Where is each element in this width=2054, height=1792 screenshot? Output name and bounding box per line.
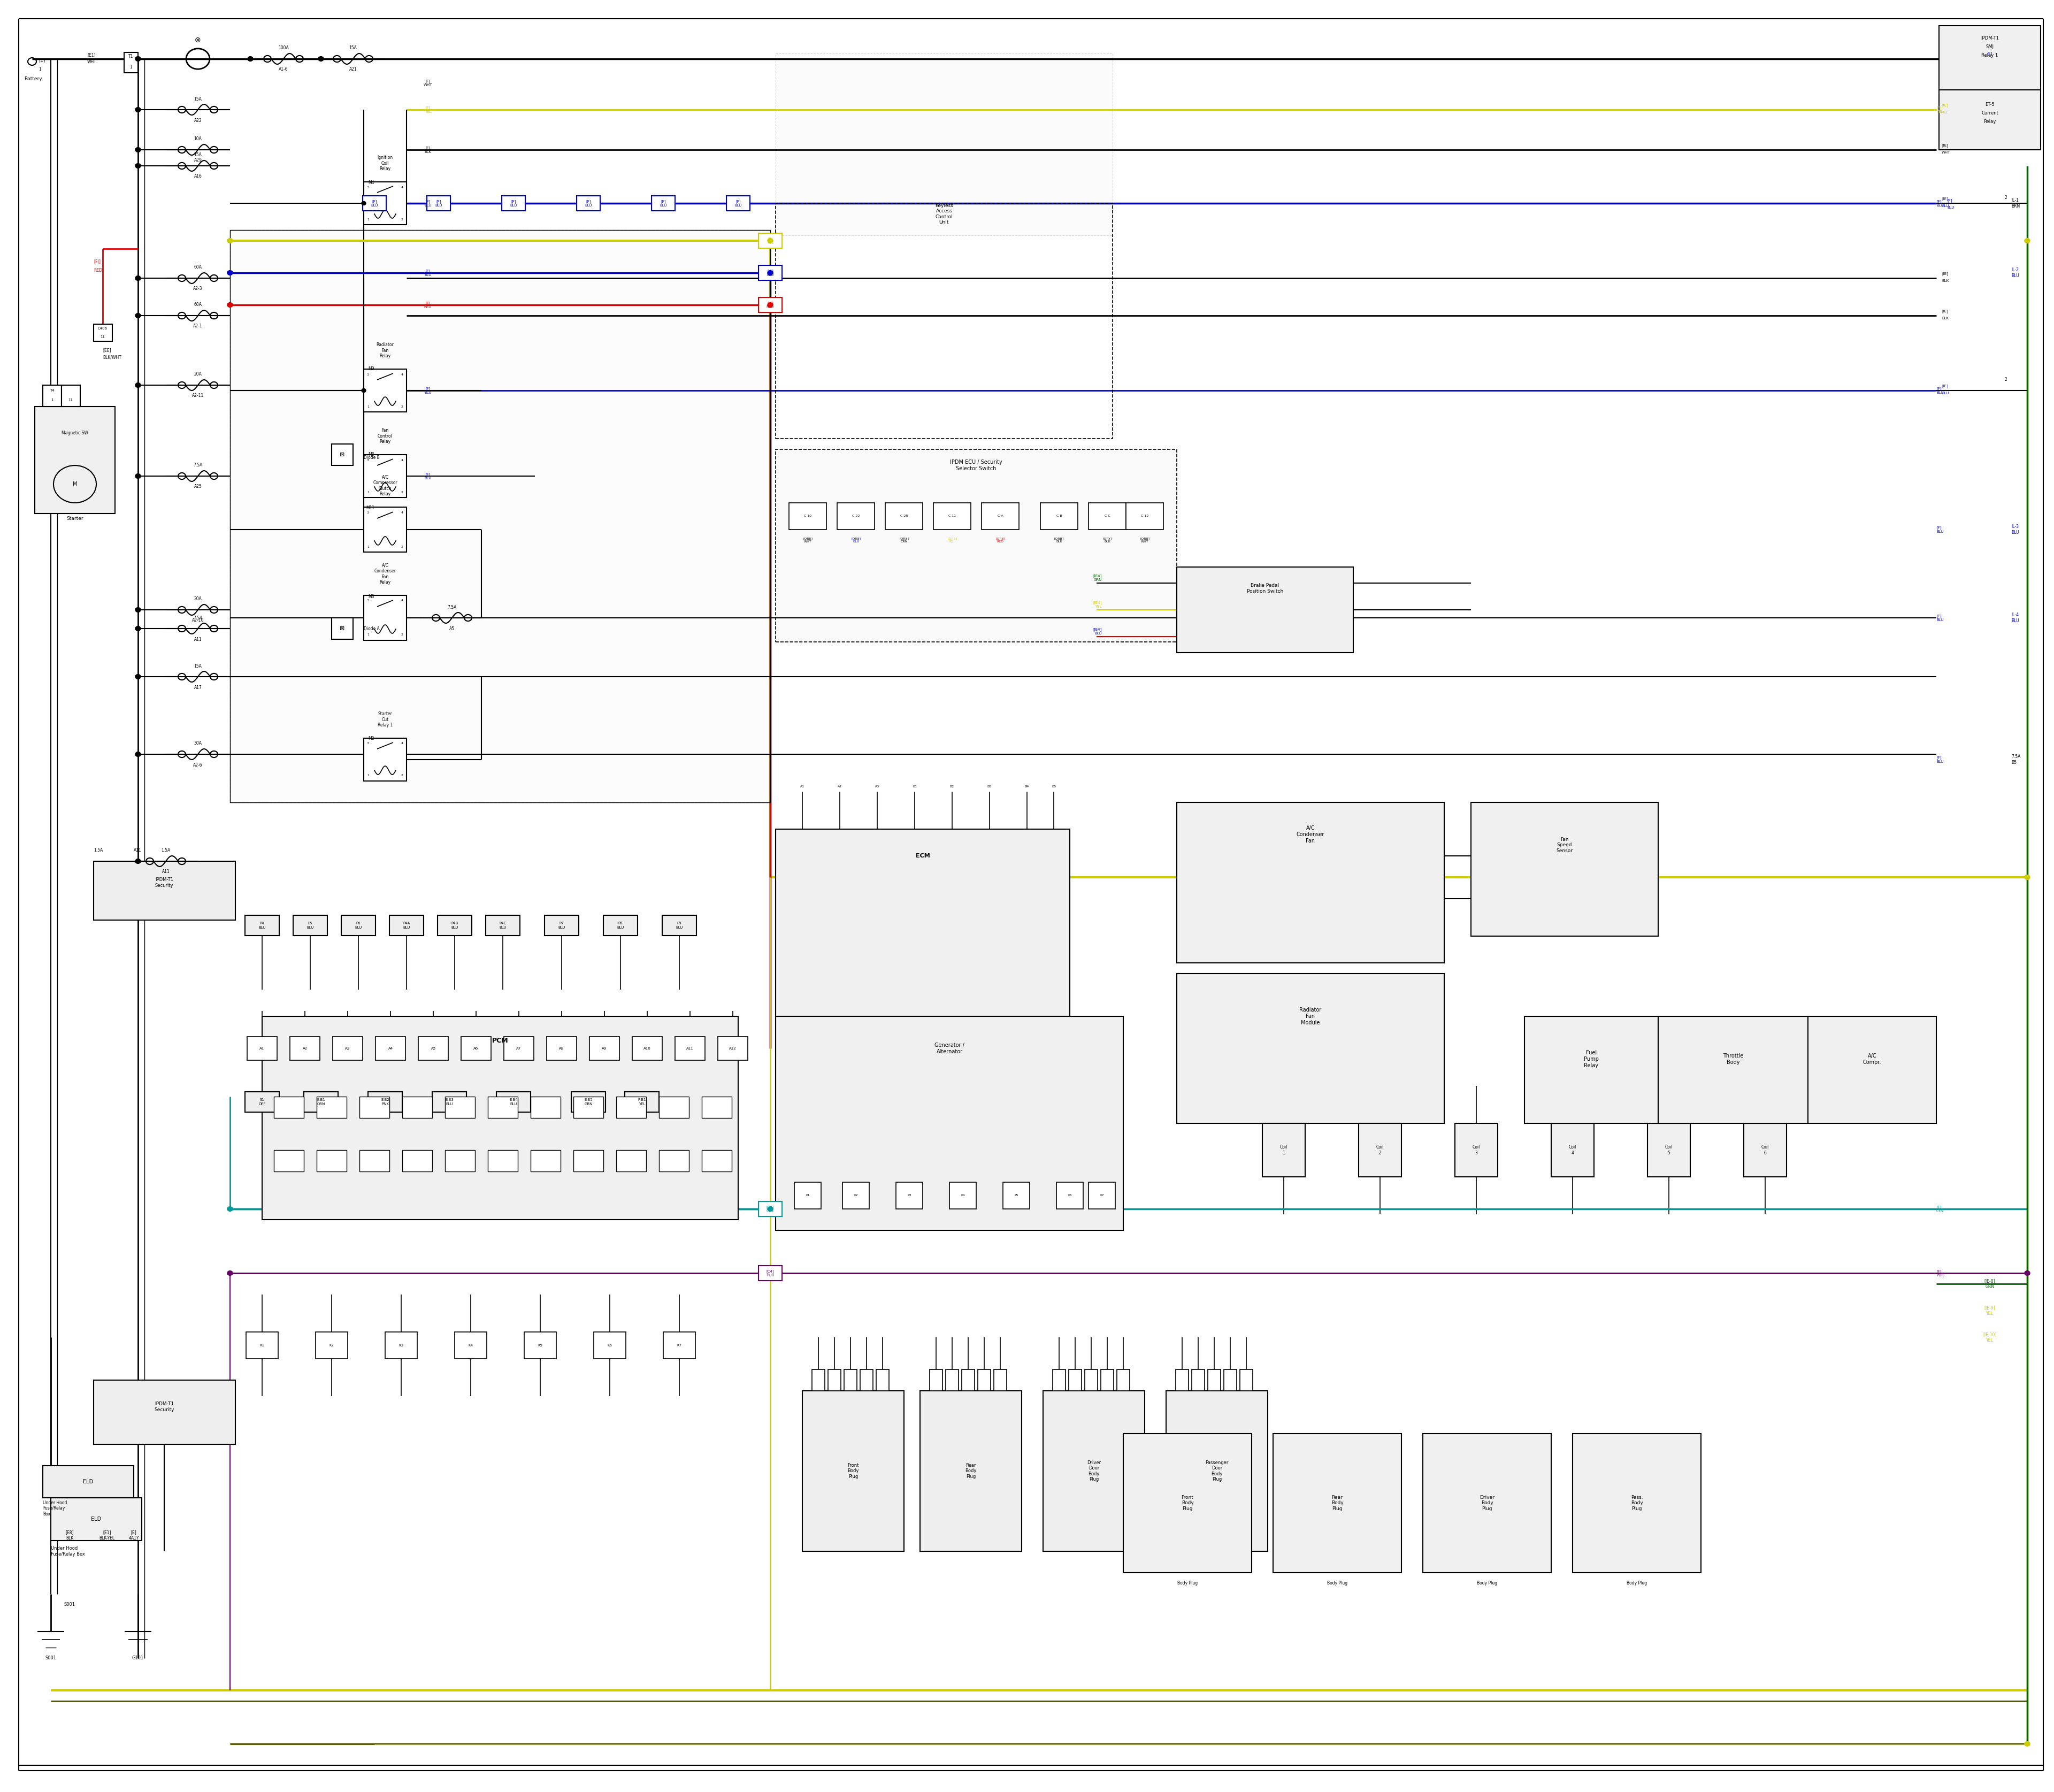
Text: SMJ: SMJ <box>1986 45 1994 50</box>
Text: P4
BLU: P4 BLU <box>259 921 265 928</box>
Text: ECM: ECM <box>916 853 930 858</box>
Bar <box>403 1097 431 1118</box>
Bar <box>1358 1124 1401 1177</box>
Text: A4: A4 <box>388 1047 392 1050</box>
Bar <box>359 1097 390 1118</box>
Text: Passenger
Door
Body
Plug: Passenger Door Body Plug <box>1206 1460 1228 1482</box>
Bar <box>1808 1016 1937 1124</box>
Text: A3: A3 <box>875 785 879 788</box>
Text: A7: A7 <box>516 1047 522 1050</box>
Text: ⊗: ⊗ <box>195 36 201 43</box>
Text: C 12: C 12 <box>1140 514 1148 518</box>
Bar <box>244 916 279 935</box>
Text: [IE-10]
YEL: [IE-10] YEL <box>1982 1331 1996 1342</box>
Text: [F]
BLU: [F] BLU <box>1937 199 1943 206</box>
Bar <box>489 1150 518 1172</box>
Text: [F]
BLU: [F] BLU <box>435 199 442 206</box>
Text: [OR8]
CRN: [OR8] CRN <box>900 538 908 543</box>
Bar <box>676 1038 705 1061</box>
Text: PCM: PCM <box>493 1038 507 1045</box>
Text: 4: 4 <box>401 742 403 745</box>
Text: A1: A1 <box>259 1047 265 1050</box>
Text: 7.5A: 7.5A <box>448 604 456 609</box>
Text: A5: A5 <box>431 1047 435 1050</box>
Bar <box>945 1369 959 1391</box>
Circle shape <box>228 1271 232 1276</box>
Bar <box>1551 1124 1594 1177</box>
Text: C 2R: C 2R <box>900 514 908 518</box>
Text: [EE]: [EE] <box>103 348 111 353</box>
Bar <box>1939 90 2040 151</box>
Text: BLK/WHT: BLK/WHT <box>103 355 121 360</box>
Text: S1
OFF: S1 OFF <box>259 1098 265 1106</box>
Bar <box>1124 1434 1251 1573</box>
Text: Radiator
Fan
Module: Radiator Fan Module <box>1300 1007 1321 1025</box>
Circle shape <box>136 57 140 61</box>
Bar <box>1068 1369 1082 1391</box>
Text: Coil
3: Coil 3 <box>1473 1145 1481 1156</box>
Text: Generator /
Alternator: Generator / Alternator <box>935 1043 965 1054</box>
Bar <box>702 1097 731 1118</box>
Bar <box>94 324 113 340</box>
Text: [F]
BLU: [F] BLU <box>425 473 431 480</box>
Bar <box>1041 504 1078 530</box>
Bar <box>364 195 386 211</box>
Bar <box>776 54 1113 235</box>
Bar <box>933 504 972 530</box>
Circle shape <box>228 1206 232 1211</box>
Bar <box>244 1091 279 1113</box>
Text: Ignition
Coil
Relay: Ignition Coil Relay <box>378 156 392 172</box>
Bar <box>364 595 407 640</box>
Bar <box>530 1097 561 1118</box>
Bar <box>589 1038 620 1061</box>
Circle shape <box>2025 874 2029 880</box>
Text: [IE4]
BLU: [IE4] BLU <box>1093 627 1101 634</box>
Bar <box>1117 1369 1130 1391</box>
Text: IL-2
BLU: IL-2 BLU <box>2011 267 2019 278</box>
Text: ELD: ELD <box>90 1516 101 1521</box>
Text: P9
BLU: P9 BLU <box>676 921 682 928</box>
Text: 60A: 60A <box>193 303 201 306</box>
Bar <box>758 1265 783 1281</box>
Text: ELD: ELD <box>82 1478 92 1484</box>
Bar <box>1101 1369 1113 1391</box>
Text: E-B1
ORN: E-B1 ORN <box>316 1098 325 1106</box>
Text: 1: 1 <box>51 398 53 401</box>
Bar <box>94 862 236 919</box>
Text: [F]
BLU: [F] BLU <box>1937 615 1943 622</box>
Text: 20A: 20A <box>193 373 201 376</box>
Text: 15A: 15A <box>193 663 201 668</box>
Text: 1.5A: 1.5A <box>94 848 103 853</box>
Bar <box>1175 1369 1189 1391</box>
Bar <box>427 195 450 211</box>
Bar <box>419 1038 448 1061</box>
Bar <box>1208 1369 1220 1391</box>
Text: A/C
Condenser
Fan: A/C Condenser Fan <box>1296 826 1325 844</box>
Text: IPDM-T1: IPDM-T1 <box>1980 36 1999 41</box>
Text: 7.5A
B5: 7.5A B5 <box>2011 754 2021 765</box>
Text: Starter
Cut
Relay 1: Starter Cut Relay 1 <box>378 711 392 728</box>
Text: 4: 4 <box>401 599 403 602</box>
Text: YEL: YEL <box>1941 111 1949 115</box>
Bar <box>273 1150 304 1172</box>
Circle shape <box>2025 1271 2029 1276</box>
Text: B1: B1 <box>912 785 916 788</box>
Text: Fan
Control
Relay: Fan Control Relay <box>378 428 392 444</box>
Circle shape <box>2025 238 2029 244</box>
Bar <box>1454 1124 1497 1177</box>
Text: [E1]
BLK-YEL: [E1] BLK-YEL <box>99 1530 115 1541</box>
Text: C C: C C <box>1105 514 1109 518</box>
Bar <box>659 1150 688 1172</box>
Text: [IE]: [IE] <box>1941 310 1947 314</box>
Text: ⊠: ⊠ <box>339 625 345 631</box>
Text: [E1]: [E1] <box>86 52 94 57</box>
Text: P6
BLU: P6 BLU <box>355 921 362 928</box>
Circle shape <box>136 276 140 281</box>
Text: 2: 2 <box>401 405 403 409</box>
Bar <box>489 1097 518 1118</box>
Text: B5: B5 <box>1052 785 1056 788</box>
Text: 15A: 15A <box>193 97 201 102</box>
Bar <box>43 385 62 407</box>
Bar <box>1744 1124 1787 1177</box>
Circle shape <box>136 314 140 317</box>
